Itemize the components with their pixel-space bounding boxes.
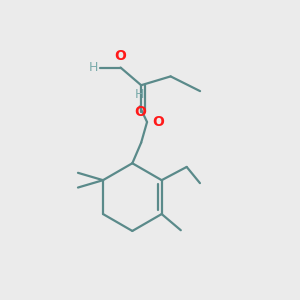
Text: H: H bbox=[89, 61, 98, 74]
Text: O: O bbox=[152, 115, 164, 129]
Text: H: H bbox=[135, 88, 144, 100]
Text: O: O bbox=[134, 105, 146, 119]
Text: O: O bbox=[115, 49, 127, 63]
